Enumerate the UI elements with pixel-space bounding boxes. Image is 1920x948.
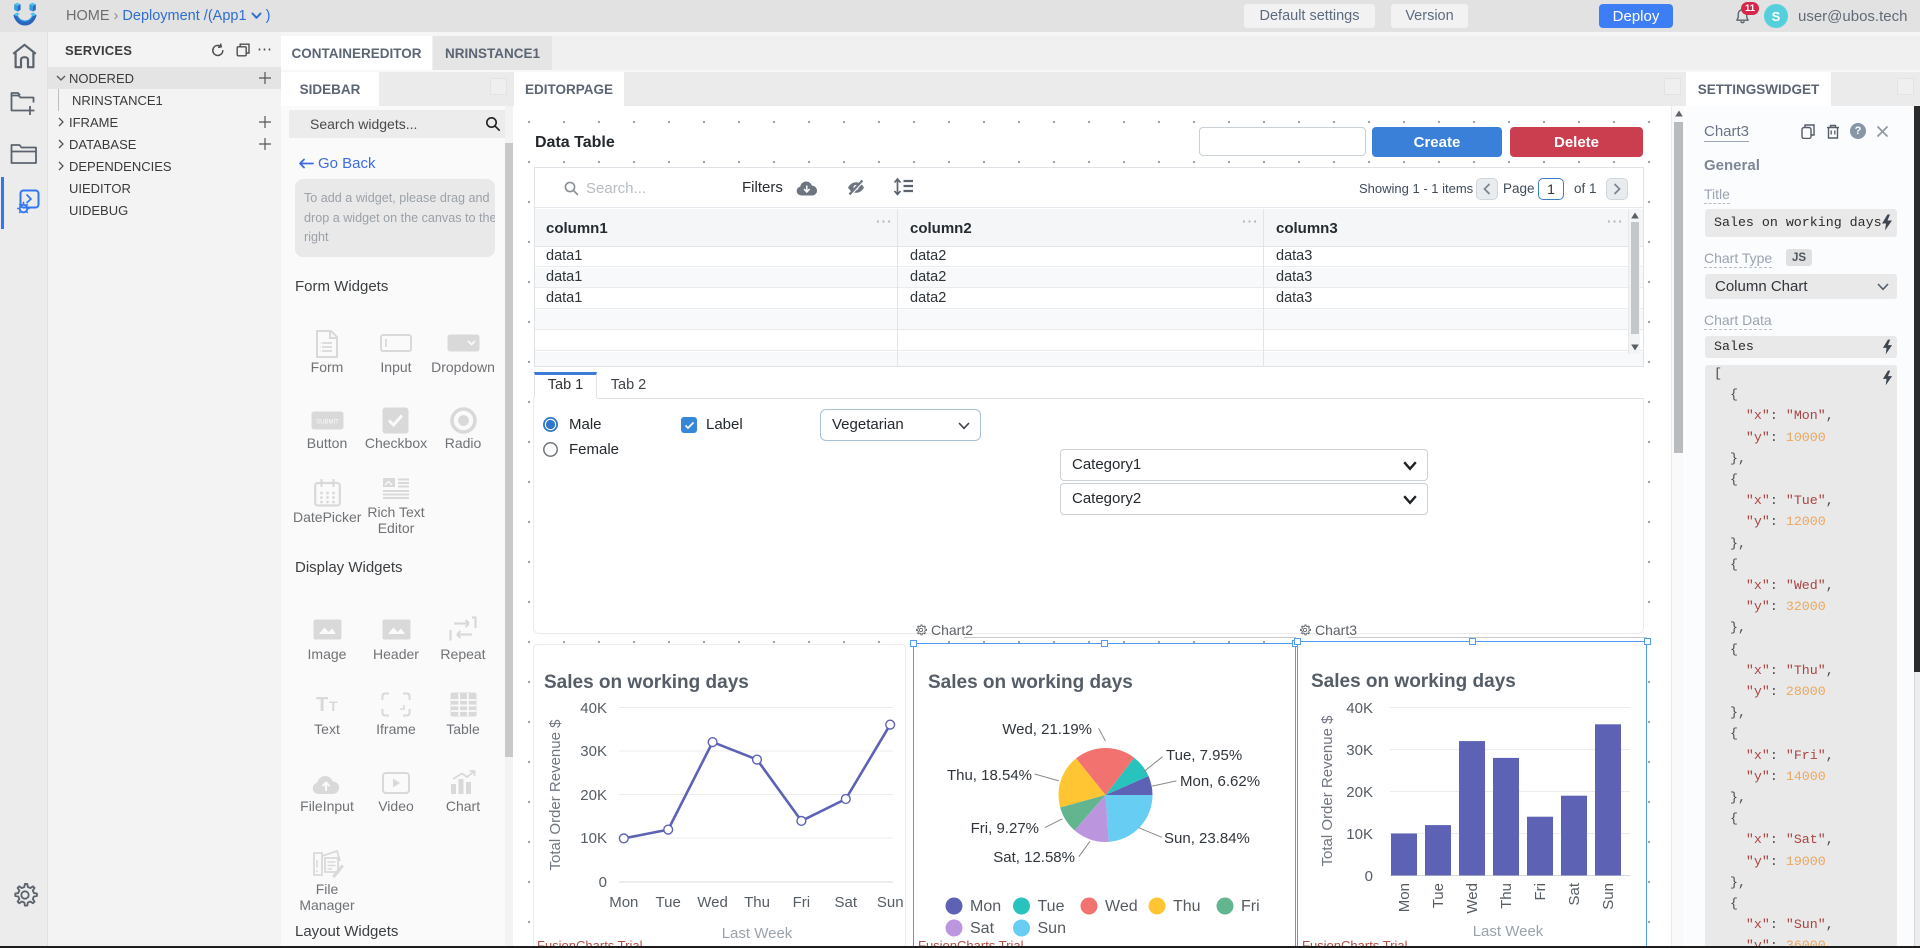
svg-text:Fri: Fri xyxy=(793,894,811,911)
svg-text:Thu, 18.54%: Thu, 18.54% xyxy=(947,767,1032,784)
svg-text:20K: 20K xyxy=(1346,784,1373,801)
svg-text:10K: 10K xyxy=(580,830,607,847)
svg-text:Mon: Mon xyxy=(970,898,1001,915)
svg-text:10K: 10K xyxy=(1346,826,1373,843)
svg-text:Total Order Revenue $: Total Order Revenue $ xyxy=(547,719,564,871)
svg-text:Wed: Wed xyxy=(697,894,728,911)
svg-text:T: T xyxy=(329,698,338,714)
svg-text:Wed, 21.19%: Wed, 21.19% xyxy=(1002,721,1092,738)
svg-text:Sat: Sat xyxy=(970,920,995,937)
svg-text:Tue: Tue xyxy=(1038,898,1065,915)
svg-text:Sun: Sun xyxy=(1600,883,1617,910)
svg-text:Sun: Sun xyxy=(877,894,904,911)
svg-text:Mon, 6.62%: Mon, 6.62% xyxy=(1180,773,1260,790)
svg-text:FusionCharts Trial: FusionCharts Trial xyxy=(1302,938,1408,948)
svg-text:Mon: Mon xyxy=(1396,883,1413,912)
svg-text:Total Order Revenue $: Total Order Revenue $ xyxy=(1319,715,1336,867)
svg-text:Wed: Wed xyxy=(1464,883,1481,914)
svg-text:Last Week: Last Week xyxy=(1473,923,1544,940)
svg-text:Thu: Thu xyxy=(1498,883,1515,909)
svg-text:Sun: Sun xyxy=(1038,920,1066,937)
svg-text:40K: 40K xyxy=(580,700,607,717)
svg-text:Tue: Tue xyxy=(656,894,681,911)
svg-text:30K: 30K xyxy=(580,743,607,760)
svg-text:Wed: Wed xyxy=(1105,898,1138,915)
svg-text:T: T xyxy=(316,694,328,715)
svg-text:0: 0 xyxy=(1365,868,1373,885)
svg-text:Thu: Thu xyxy=(744,894,770,911)
svg-text:Sales on working days: Sales on working days xyxy=(928,672,1133,693)
svg-text:SUBMIT: SUBMIT xyxy=(316,420,339,426)
svg-text:Sat: Sat xyxy=(1566,882,1583,905)
svg-text:Mon: Mon xyxy=(609,894,638,911)
svg-text:20K: 20K xyxy=(580,787,607,804)
svg-text:Sales on working days: Sales on working days xyxy=(1311,671,1516,692)
svg-text:Sat, 12.58%: Sat, 12.58% xyxy=(993,849,1075,866)
svg-text:FusionCharts Trial: FusionCharts Trial xyxy=(537,938,643,948)
svg-text:Thu: Thu xyxy=(1173,898,1201,915)
svg-text:Sales on working days: Sales on working days xyxy=(544,672,749,693)
svg-text:Sun, 23.84%: Sun, 23.84% xyxy=(1164,830,1250,847)
svg-text:Tue: Tue xyxy=(1430,883,1447,908)
svg-text:Last Week: Last Week xyxy=(722,925,793,942)
svg-text:Tue, 7.95%: Tue, 7.95% xyxy=(1166,747,1242,764)
svg-text:Fri: Fri xyxy=(1532,883,1549,901)
svg-text:Sat: Sat xyxy=(835,894,858,911)
svg-text:FusionCharts Trial: FusionCharts Trial xyxy=(918,938,1024,948)
svg-text:40K: 40K xyxy=(1346,700,1373,717)
svg-text:30K: 30K xyxy=(1346,742,1373,759)
svg-text:0: 0 xyxy=(599,874,607,891)
svg-text:Fri, 9.27%: Fri, 9.27% xyxy=(971,820,1039,837)
svg-text:Fri: Fri xyxy=(1241,898,1260,915)
